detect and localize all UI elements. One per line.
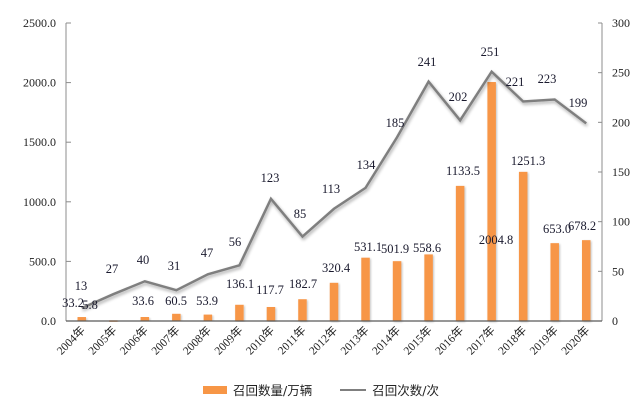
bar bbox=[361, 257, 370, 321]
line-data-label: 199 bbox=[569, 96, 588, 110]
x-tick-label: 2009年 bbox=[211, 323, 245, 357]
bar bbox=[77, 317, 87, 321]
right-tick-label: 150 bbox=[612, 165, 630, 179]
x-tick-label: 2020年 bbox=[558, 323, 592, 357]
legend-bar-label: 召回数量/万辆 bbox=[233, 383, 313, 398]
x-tick-label: 2017年 bbox=[463, 323, 497, 357]
x-tick-label: 2012年 bbox=[306, 323, 340, 357]
right-tick-label: 50 bbox=[612, 264, 624, 278]
line-data-label: 27 bbox=[106, 262, 119, 276]
bar-series bbox=[77, 82, 591, 322]
bar bbox=[518, 171, 528, 321]
bar bbox=[455, 185, 465, 321]
bar-data-label: 5.8 bbox=[82, 298, 98, 312]
bar-data-label: 2004.8 bbox=[479, 233, 513, 247]
x-tick-label: 2008年 bbox=[180, 323, 214, 357]
bar bbox=[550, 243, 559, 321]
line-data-label: 31 bbox=[168, 259, 181, 273]
bar-data-label: 1251.3 bbox=[511, 154, 545, 168]
line-data-label: 134 bbox=[357, 158, 377, 172]
bar bbox=[298, 299, 307, 321]
chart-legend: 召回数量/万辆 召回次数/次 bbox=[0, 380, 642, 399]
x-tick-label: 2015年 bbox=[400, 323, 434, 357]
line-data-label: 185 bbox=[386, 116, 405, 130]
bar-swatch-icon bbox=[203, 385, 228, 394]
right-tick-label: 100 bbox=[612, 215, 630, 229]
bar bbox=[235, 304, 244, 321]
bar bbox=[392, 261, 402, 321]
left-tick-label: 2000.0 bbox=[23, 76, 56, 90]
line-data-label: 40 bbox=[137, 253, 150, 267]
bar bbox=[203, 314, 213, 321]
recall-count-line bbox=[81, 69, 587, 310]
bar bbox=[487, 82, 496, 322]
legend-item-bar: 召回数量/万辆 bbox=[203, 380, 312, 399]
line-data-label: 13 bbox=[75, 279, 88, 293]
x-tick-label: 2019年 bbox=[527, 323, 561, 357]
x-tick-label: 2005年 bbox=[85, 323, 119, 357]
bar bbox=[329, 282, 339, 321]
line-data-label: 56 bbox=[229, 235, 242, 249]
bar-data-label: 33.2 bbox=[62, 296, 84, 310]
bar-data-label: 501.9 bbox=[381, 242, 409, 256]
bar-data-label: 182.7 bbox=[289, 277, 317, 291]
line-data-label: 123 bbox=[261, 171, 280, 185]
bar-data-label: 320.4 bbox=[322, 261, 351, 275]
left-tick-label: 1500.0 bbox=[23, 135, 56, 149]
bar bbox=[140, 316, 150, 321]
right-tick-label: 250 bbox=[612, 66, 630, 80]
left-tick-label: 1000.0 bbox=[23, 195, 56, 209]
x-tick-label: 2011年 bbox=[275, 323, 309, 357]
bar-data-label: 117.7 bbox=[256, 283, 284, 297]
left-y-axis: 0.0 500.0 1000.0 1500.0 2000.0 2500.0 bbox=[23, 16, 71, 328]
right-y-axis: 0 50 100 150 200 250 300 bbox=[598, 16, 630, 328]
bar bbox=[172, 313, 181, 321]
bar-data-label: 60.5 bbox=[165, 294, 187, 308]
bar-data-label: 53.9 bbox=[196, 294, 218, 308]
line-data-label: 113 bbox=[322, 182, 340, 196]
x-tick-label: 2010年 bbox=[243, 323, 277, 357]
x-axis: 2004年2005年2006年2007年2008年2009年2010年2011年… bbox=[54, 320, 602, 358]
legend-line-label: 召回次数/次 bbox=[372, 383, 439, 398]
line-data-label: 202 bbox=[449, 90, 468, 104]
x-tick-label: 2006年 bbox=[117, 323, 151, 357]
legend-item-line: 召回次数/次 bbox=[340, 380, 439, 399]
bar bbox=[266, 306, 276, 321]
bar-data-label: 531.1 bbox=[354, 240, 382, 254]
bar-data-label: 678.2 bbox=[568, 219, 596, 233]
line-data-labels: 13 27 40 31 47 56 123 85 113 134 185 241 202 251 221 22… bbox=[75, 45, 588, 293]
bar-data-label: 558.6 bbox=[413, 241, 441, 255]
bar-data-label: 1133.5 bbox=[446, 164, 480, 178]
bar-data-label: 33.6 bbox=[132, 294, 154, 308]
left-tick-label: 0.0 bbox=[41, 314, 56, 328]
line-data-label: 85 bbox=[294, 207, 307, 221]
bar bbox=[424, 254, 433, 321]
x-tick-label: 2018年 bbox=[495, 323, 529, 357]
line-swatch-icon bbox=[340, 388, 367, 391]
line-data-label: 47 bbox=[201, 246, 214, 260]
x-tick-label: 2013年 bbox=[337, 323, 371, 357]
left-tick-label: 2500.0 bbox=[23, 16, 56, 30]
right-tick-label: 200 bbox=[612, 115, 630, 129]
bar-data-label: 653.0 bbox=[543, 222, 571, 236]
line-data-label: 241 bbox=[418, 55, 437, 69]
line-series bbox=[81, 69, 587, 310]
x-tick-label: 2004年 bbox=[54, 323, 88, 357]
bar-data-label: 136.1 bbox=[226, 277, 254, 291]
x-tick-label: 2014年 bbox=[369, 323, 403, 357]
line-data-label: 223 bbox=[538, 72, 557, 86]
x-tick-label: 2007年 bbox=[148, 323, 182, 357]
bar bbox=[581, 240, 591, 321]
line-data-label: 221 bbox=[506, 75, 525, 89]
right-tick-label: 0 bbox=[612, 314, 618, 328]
x-tick-label: 2016年 bbox=[432, 323, 466, 357]
right-tick-label: 300 bbox=[612, 16, 630, 30]
left-tick-label: 500.0 bbox=[29, 254, 56, 268]
line-data-label: 251 bbox=[481, 45, 500, 59]
